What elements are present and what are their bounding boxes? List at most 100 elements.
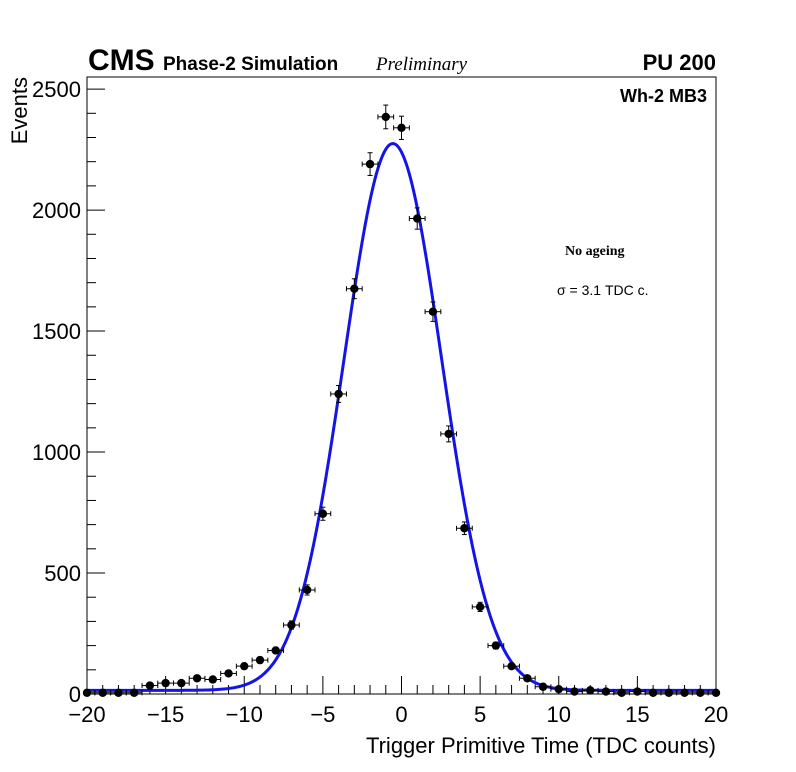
- data-point: [94, 688, 112, 697]
- x-tick-label: −10: [226, 702, 263, 727]
- data-marker: [192, 674, 202, 683]
- data-marker: [444, 429, 453, 439]
- data-point: [503, 661, 520, 671]
- data-marker: [696, 688, 705, 697]
- data-marker: [145, 681, 155, 690]
- data-marker: [365, 159, 375, 169]
- fit-curve: [87, 142, 716, 692]
- data-point: [471, 601, 489, 612]
- y-tick-label: 0: [69, 682, 81, 707]
- simulation-label: Phase-2 Simulation: [163, 54, 338, 75]
- data-point: [518, 674, 536, 683]
- x-tick-label: 10: [547, 702, 571, 727]
- data-marker: [507, 661, 516, 671]
- y-tick-label: 1000: [32, 440, 81, 465]
- data-marker: [586, 686, 595, 695]
- data-marker: [460, 524, 469, 533]
- data-marker: [397, 123, 406, 133]
- data-marker: [129, 688, 139, 697]
- y-tick-label: 1500: [32, 319, 81, 344]
- data-marker: [271, 646, 280, 655]
- data-point: [125, 688, 143, 697]
- data-marker: [554, 684, 563, 694]
- data-point: [644, 688, 662, 697]
- pileup-label: PU 200: [643, 50, 716, 75]
- plot-border: [86, 76, 717, 695]
- data-marker: [523, 674, 532, 683]
- data-marker: [413, 214, 422, 223]
- data-point: [581, 686, 599, 695]
- data-point: [393, 115, 410, 140]
- data-marker: [633, 687, 642, 696]
- data-point: [267, 646, 285, 655]
- x-tick-label: −20: [68, 702, 105, 727]
- data-point: [220, 669, 237, 678]
- data-point: [251, 655, 269, 665]
- plot-frame: [86, 76, 717, 695]
- data-point: [440, 425, 458, 443]
- x-tick-label: 20: [704, 702, 728, 727]
- x-tick-label: −5: [310, 702, 335, 727]
- data-point: [660, 688, 678, 697]
- data-point: [597, 687, 615, 696]
- data-point: [550, 684, 568, 694]
- data-point: [283, 620, 300, 630]
- data-point: [691, 688, 709, 697]
- data-marker: [318, 509, 328, 518]
- data-marker: [240, 661, 249, 671]
- cms-label: CMS: [88, 44, 155, 77]
- y-tick-label: 2500: [32, 77, 81, 102]
- data-marker: [711, 688, 721, 697]
- data-point: [141, 681, 159, 690]
- data-marker: [161, 678, 170, 688]
- data-marker: [491, 641, 501, 650]
- data-marker: [114, 688, 123, 697]
- data-point: [566, 687, 583, 696]
- data-marker: [664, 688, 674, 697]
- data-marker: [287, 620, 296, 630]
- data-marker: [208, 675, 217, 684]
- data-point: [235, 661, 253, 671]
- data-marker: [302, 585, 312, 595]
- data-marker: [381, 112, 390, 122]
- data-point: [157, 678, 174, 688]
- data-points-layer: [82, 104, 721, 697]
- x-tick-label: 0: [395, 702, 407, 727]
- data-point: [314, 506, 332, 521]
- condition-annotation: No ageing: [565, 244, 625, 259]
- data-marker: [475, 602, 485, 612]
- data-marker: [601, 687, 611, 696]
- data-marker: [82, 688, 92, 697]
- data-point: [298, 584, 316, 596]
- data-marker: [224, 669, 233, 678]
- y-tick-label: 2000: [32, 198, 81, 223]
- data-point: [204, 675, 222, 684]
- data-point: [629, 687, 646, 696]
- y-axis-label: Events: [7, 77, 32, 144]
- data-marker: [334, 389, 343, 399]
- data-point: [361, 152, 379, 176]
- fit-curve-layer: [87, 142, 716, 692]
- x-tick-label: −15: [147, 702, 184, 727]
- data-point: [456, 521, 473, 536]
- data-point: [172, 678, 190, 688]
- data-marker: [617, 688, 626, 697]
- data-marker: [350, 284, 359, 293]
- data-marker: [570, 687, 579, 696]
- data-point: [408, 207, 426, 230]
- data-point: [188, 674, 206, 683]
- data-marker: [98, 688, 107, 697]
- data-point: [345, 278, 363, 300]
- data-marker: [255, 655, 265, 665]
- x-axis-label: Trigger Primitive Time (TDC counts): [366, 733, 716, 758]
- data-point: [330, 385, 347, 403]
- sigma-annotation: σ = 3.1 TDC c.: [557, 282, 649, 298]
- data-marker: [680, 688, 689, 697]
- y-tick-label: 500: [44, 561, 81, 586]
- x-tick-label: 5: [474, 702, 486, 727]
- data-point: [377, 104, 395, 130]
- preliminary-label: Preliminary: [375, 54, 468, 75]
- data-point: [613, 688, 631, 697]
- data-marker: [538, 682, 548, 691]
